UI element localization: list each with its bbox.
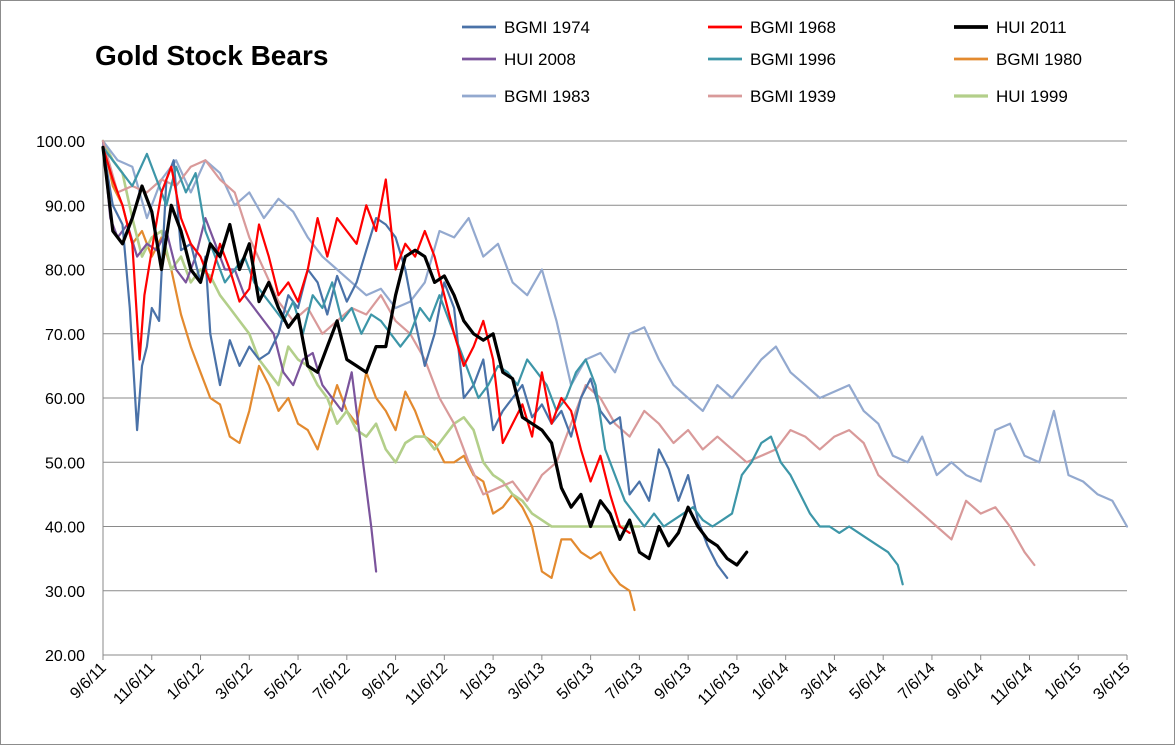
x-axis-tick-labels: 9/6/11 11/6/11 1/6/12 3/6/12 5/6/12 7/6/12 9/6… — [67, 660, 1134, 709]
y-tick-label: 60.00 — [45, 391, 85, 408]
y-tick-label: 30.00 — [45, 584, 85, 601]
x-tick-label: 3/6/13 — [505, 660, 549, 704]
legend: BGMI 1974 BGMI 1968 HUI 2011 HUI 2008 BGMI 1… — [462, 18, 1082, 106]
y-tick-label: 50.00 — [45, 455, 85, 472]
x-tick-label: 5/6/13 — [554, 660, 598, 704]
y-tick-label: 100.00 — [36, 134, 85, 151]
x-tick-label: 9/6/12 — [359, 660, 403, 704]
series-line-bgmi-1983 — [101, 139, 1129, 528]
x-tick-label: 9/6/11 — [67, 660, 110, 703]
y-tick-label: 40.00 — [45, 520, 85, 537]
legend-label: HUI 1999 — [996, 87, 1068, 106]
legend-label: HUI 2011 — [996, 18, 1067, 37]
x-tick-label: 5/6/14 — [847, 660, 891, 704]
x-tick-label: 9/6/14 — [944, 660, 988, 704]
x-tick-label: 11/6/14 — [987, 660, 1036, 709]
x-tick-label: 11/6/13 — [695, 660, 744, 709]
x-tick-label: 1/6/15 — [1042, 660, 1086, 704]
legend-label: HUI 2008 — [504, 50, 576, 69]
series-line-bgmi-1939 — [101, 139, 1036, 567]
chart-title: Gold Stock Bears — [95, 40, 328, 71]
legend-label: BGMI 1974 — [504, 18, 590, 37]
x-tick-label: 1/6/14 — [749, 660, 793, 704]
x-tick-label: 7/6/14 — [895, 660, 939, 704]
y-tick-label: 80.00 — [45, 263, 85, 280]
legend-label: BGMI 1983 — [504, 87, 590, 106]
y-tick-label: 20.00 — [45, 648, 85, 665]
y-tick-label: 90.00 — [45, 198, 85, 215]
x-tick-label: 5/6/12 — [261, 660, 305, 704]
x-tick-label: 11/6/11 — [110, 660, 158, 708]
legend-label: BGMI 1980 — [996, 50, 1082, 69]
x-tick-label: 7/6/12 — [310, 660, 354, 704]
series-line-bgmi-1968 — [101, 146, 631, 535]
legend-label: BGMI 1996 — [750, 50, 836, 69]
x-tick-label: 1/6/12 — [164, 660, 208, 704]
series-line-bgmi-1980 — [101, 139, 636, 612]
x-tick-label: 7/6/13 — [603, 660, 647, 704]
series-line-hui-2008 — [101, 139, 378, 573]
x-tick-label: 3/6/12 — [213, 660, 257, 704]
series-line-hui-2011 — [101, 145, 749, 567]
x-tick-label: 11/6/12 — [402, 660, 451, 709]
y-axis-tick-labels: 100.00 90.00 80.00 70.00 60.00 50.00 40.00 30.0… — [36, 134, 85, 665]
series-line-hui-1999 — [101, 139, 641, 528]
legend-label: BGMI 1968 — [750, 18, 836, 37]
series-lines — [101, 139, 1129, 612]
legend-label: BGMI 1939 — [750, 87, 836, 106]
x-tick-label: 3/6/14 — [798, 660, 842, 704]
x-tick-label: 9/6/13 — [651, 660, 695, 704]
series-line-bgmi-1996 — [101, 146, 904, 586]
y-tick-label: 70.00 — [45, 327, 85, 344]
grid-lines — [102, 140, 1128, 660]
x-tick-label: 1/6/13 — [456, 660, 500, 704]
x-tick-label: 3/6/15 — [1090, 660, 1134, 704]
